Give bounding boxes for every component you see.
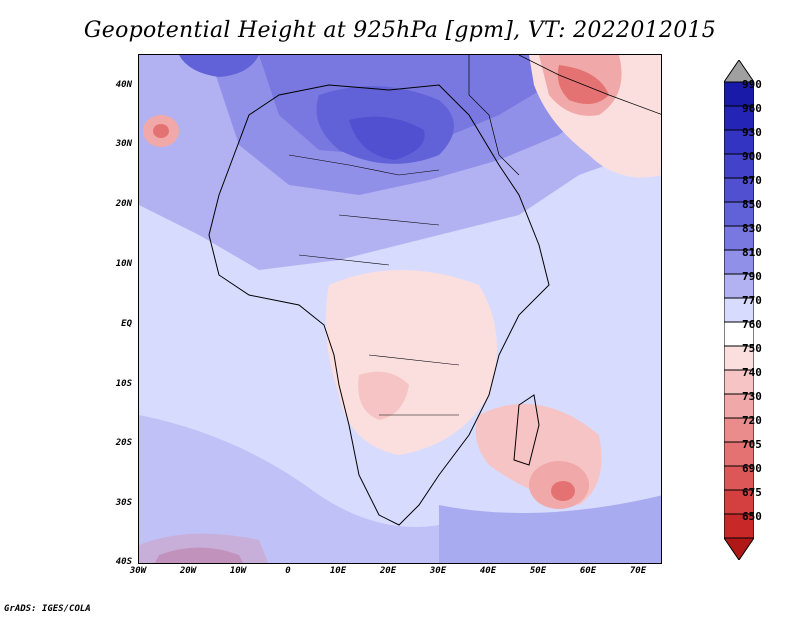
height-band-810-south-indian [439, 495, 661, 563]
africa-coastline [208, 84, 550, 526]
colorbar-label-675: 675 [742, 486, 762, 499]
colorbar-swatch-16 [724, 465, 754, 491]
colorbar-label-960: 960 [742, 102, 762, 115]
lon-label-10e: 10E [329, 566, 347, 576]
lon-label-30e: 30E [429, 566, 447, 576]
footer-credit: GrADS: IGES/COLA [4, 604, 91, 614]
asia-coast [518, 55, 661, 115]
colorbar-swatch-3 [724, 153, 754, 179]
geopotential-field [139, 55, 661, 563]
colorbar-label-790: 790 [742, 270, 762, 283]
lat-label-30n: 30N [115, 139, 132, 149]
colorbar-label-650: 650 [742, 510, 762, 523]
height-band-740-africa [358, 371, 409, 420]
colorbar-label-770: 770 [742, 294, 762, 307]
colorbar-label-705: 705 [742, 438, 762, 451]
colorbar-label-750: 750 [742, 342, 762, 355]
colorbar-bottom-arrow [724, 537, 754, 560]
country-borders [288, 154, 460, 416]
lon-label-40e: 40E [479, 566, 497, 576]
lat-label-10n: 10N [115, 259, 132, 269]
red-sea-coast [468, 55, 520, 176]
map-title: Geopotential Height at 925hPa [gpm], VT:… [83, 18, 717, 43]
lon-label-30w: 30W [129, 566, 147, 576]
map-panel[interactable] [138, 54, 662, 564]
colorbar-swatch-12 [724, 369, 754, 395]
lon-label-70e: 70E [629, 566, 647, 576]
colorbar-label-810: 810 [742, 246, 762, 259]
colorbar-swatch-15 [724, 441, 754, 467]
colorbar-label-740: 740 [742, 366, 762, 379]
lat-label-40s: 40S [115, 557, 132, 567]
lon-label-20e: 20E [379, 566, 397, 576]
colorbar-label-900: 900 [742, 150, 762, 163]
lat-label-eq: EQ [121, 319, 132, 329]
lat-label-40n: 40N [115, 80, 132, 90]
lon-label-60e: 60E [579, 566, 597, 576]
lat-label-10s: 10S [115, 379, 132, 389]
colorbar-label-850: 850 [742, 198, 762, 211]
colorbar-label-870: 870 [742, 174, 762, 187]
lon-label-50e: 50E [529, 566, 547, 576]
lat-label-30s: 30S [115, 498, 132, 508]
lon-label-10w: 10W [229, 566, 247, 576]
lon-label-0: 0 [285, 566, 291, 576]
colorbar-swatch-11 [724, 345, 754, 371]
height-band-850-north [179, 55, 259, 77]
lon-label-20w: 20W [179, 566, 197, 576]
height-band-790-south-atlantic [139, 415, 439, 563]
height-cell-atlantic-core [153, 124, 169, 138]
colorbar-swatch-9 [724, 297, 754, 323]
colorbar-swatch-8 [724, 273, 754, 299]
colorbar-label-730: 730 [742, 390, 762, 403]
madagascar-outline [513, 394, 540, 466]
colorbar-label-930: 930 [742, 126, 762, 139]
colorbar-label-720: 720 [742, 414, 762, 427]
colorbar-label-760: 760 [742, 318, 762, 331]
colorbar-label-830: 830 [742, 222, 762, 235]
colorbar-swatch-7 [724, 249, 754, 275]
height-band-705-indian [551, 481, 575, 501]
colorbar [724, 60, 754, 560]
height-band-870 [349, 116, 425, 160]
lat-label-20n: 20N [115, 199, 132, 209]
lat-label-20s: 20S [115, 438, 132, 448]
colorbar-label-990: 990 [742, 78, 762, 91]
colorbar-label-690: 690 [742, 462, 762, 475]
colorbar-swatch-10 [724, 321, 754, 347]
